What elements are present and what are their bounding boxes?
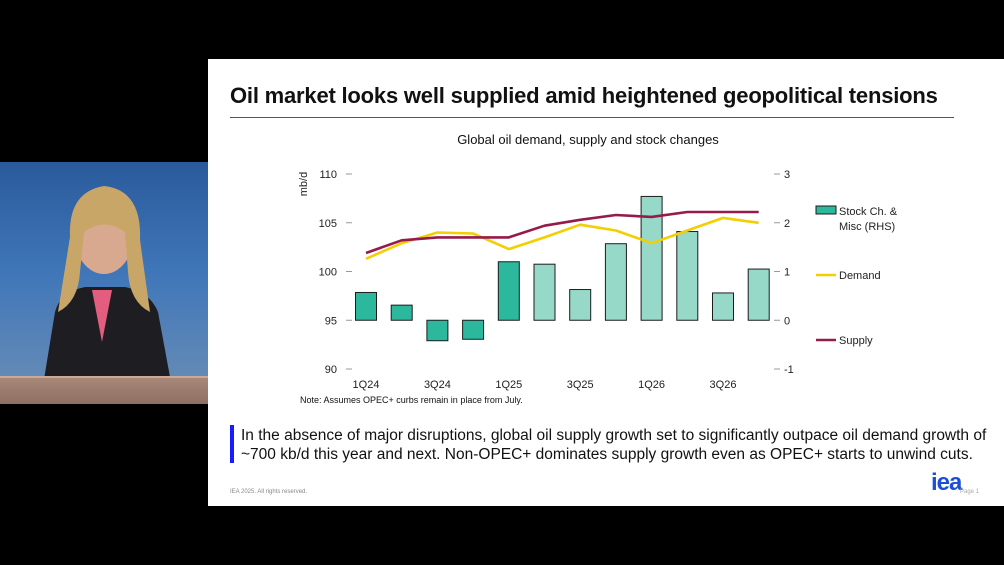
summary-accent-bar <box>230 425 234 463</box>
stock-change-bar <box>390 304 413 321</box>
presenter-silhouette <box>40 186 175 404</box>
left-axis-tick-label: 105 <box>319 218 337 230</box>
x-axis-tick-label: 3Q26 <box>710 379 737 391</box>
stock-change-bar <box>712 292 734 321</box>
summary-text: In the absence of major disruptions, glo… <box>241 427 987 463</box>
stock-change-bar <box>747 268 770 321</box>
right-axis-tick-label: 2 <box>784 218 790 230</box>
x-axis-tick-label: 1Q25 <box>495 379 522 391</box>
chart-area: Global oil demand, supply and stock chan… <box>208 59 1004 506</box>
chart-note: Note: Assumes OPEC+ curbs remain in plac… <box>300 395 523 405</box>
legend-label-stock-line2: Misc (RHS) <box>839 221 895 233</box>
title-divider <box>230 117 954 118</box>
slide: Oil market looks well supplied amid heig… <box>208 59 1004 506</box>
stock-change-bar <box>426 319 449 342</box>
x-axis-tick-label: 1Q26 <box>638 379 665 391</box>
stock-change-bar <box>462 319 485 340</box>
stock-change-bar <box>533 263 556 321</box>
supply-line <box>365 210 759 255</box>
right-axis-tick-label: 0 <box>784 315 790 327</box>
x-axis-tick-label: 3Q25 <box>567 379 594 391</box>
chart-svg: Global oil demand, supply and stock chan… <box>298 132 898 405</box>
slide-title: Oil market looks well supplied amid heig… <box>230 83 938 108</box>
presenter-video-feed <box>0 162 208 404</box>
right-axis-tick-label: 3 <box>784 169 790 181</box>
stock-change-bar <box>497 261 520 321</box>
demand-line <box>365 216 759 260</box>
iea-logo: iea <box>931 469 962 496</box>
left-axis-tick-label: 110 <box>319 169 337 181</box>
right-axis-tick-label: -1 <box>784 364 794 376</box>
chart-title: Global oil demand, supply and stock chan… <box>457 132 719 147</box>
legend-label-stock: Stock Ch. & <box>839 206 898 218</box>
left-axis-label: mb/d <box>298 172 310 196</box>
legend-swatch-stock <box>815 205 837 215</box>
presenter-desk <box>0 376 208 404</box>
stock-change-bar <box>569 289 592 321</box>
stock-change-bar <box>676 231 699 321</box>
stock-change-bar <box>355 291 377 321</box>
left-axis-tick-label: 100 <box>319 267 337 279</box>
stock-change-bar <box>604 243 627 321</box>
stock-change-bar <box>640 195 663 321</box>
legend-label-supply: Supply <box>839 335 873 347</box>
legend-label-demand: Demand <box>839 270 881 282</box>
left-axis-tick-label: 95 <box>325 315 337 327</box>
right-axis-tick-label: 1 <box>784 267 790 279</box>
left-axis-tick-label: 90 <box>325 364 337 376</box>
x-axis-tick-label: 1Q24 <box>353 379 380 391</box>
copyright-footer: IEA 2025. All rights reserved. <box>230 489 308 495</box>
page-number: Page 1 <box>960 489 980 495</box>
x-axis-tick-label: 3Q24 <box>424 379 451 391</box>
